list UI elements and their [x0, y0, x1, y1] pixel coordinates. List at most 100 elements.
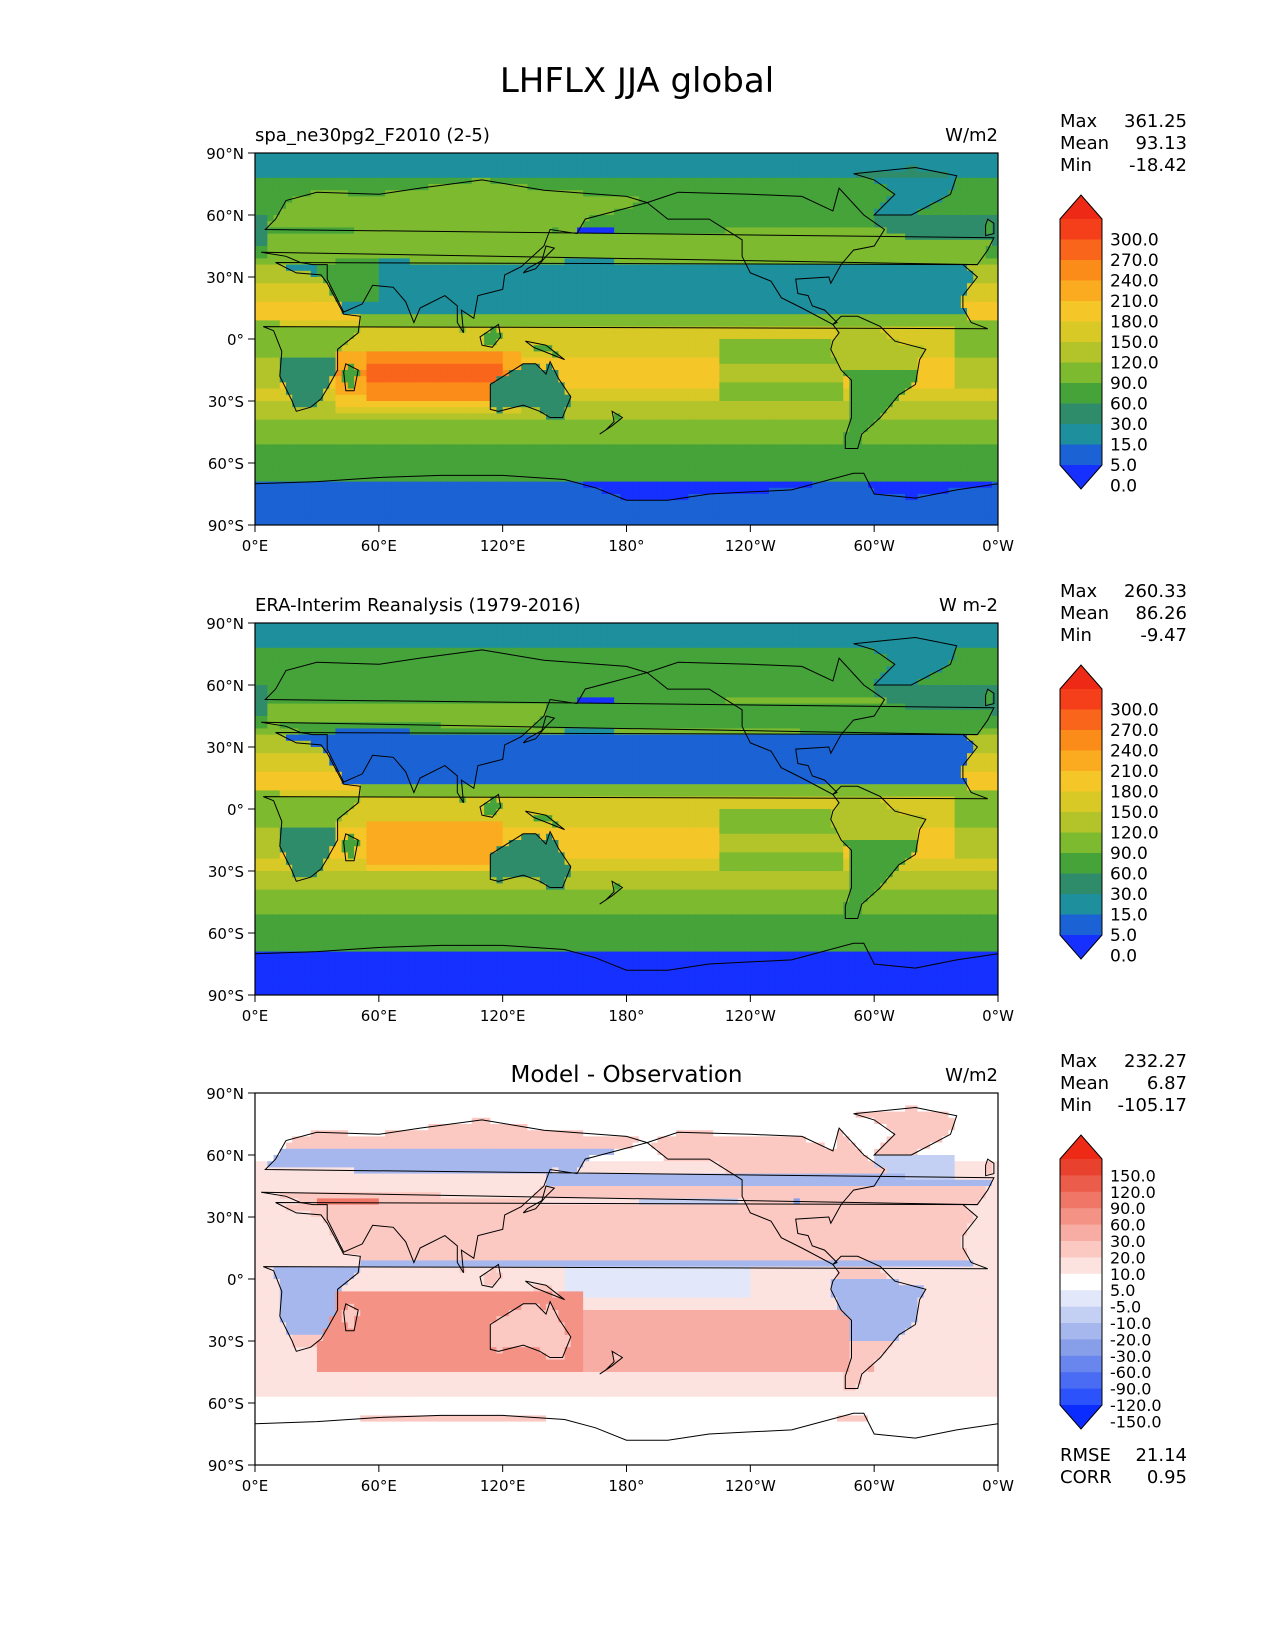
- colorbar-extend-max: [1060, 1135, 1102, 1159]
- coastline-n_america: [646, 657, 886, 796]
- colorbar-label: -10.0: [1110, 1314, 1151, 1333]
- colorbar-segment: [1060, 689, 1102, 710]
- units-label: W/m2: [945, 125, 998, 146]
- colorbar-extend-min: [1060, 1405, 1102, 1429]
- lon-tick-label: 0°E: [242, 537, 269, 555]
- colorbar-segment: [1060, 342, 1102, 363]
- lon-tick-label: 120°E: [480, 537, 526, 555]
- coastline-s_america: [830, 785, 927, 919]
- colorbar-segment: [1060, 873, 1102, 895]
- stat-label: Min: [1060, 155, 1092, 176]
- coastline-s_america: [830, 315, 927, 449]
- coastline-britain: [985, 1158, 995, 1177]
- coastline-n_america: [646, 1127, 886, 1266]
- stat-value: 6.87: [1147, 1073, 1187, 1094]
- stat-value: 260.33: [1124, 581, 1187, 602]
- coastline-borneo: [479, 793, 502, 818]
- colorbar-label: 90.0: [1110, 1199, 1146, 1218]
- coastline-antarctica: [255, 942, 998, 995]
- colorbar-segment: [1060, 709, 1102, 731]
- lat-tick-label: 0°: [227, 1271, 244, 1289]
- colorbar-label: 180.0: [1110, 313, 1159, 333]
- colorbar-label: 20.0: [1110, 1248, 1146, 1267]
- colorbar-label: 180.0: [1110, 783, 1159, 803]
- colorbar-label: 270.0: [1110, 251, 1159, 271]
- colorbar-label: -60.0: [1110, 1363, 1151, 1382]
- stat-value: -105.17: [1118, 1095, 1187, 1116]
- colorbar-segment: [1060, 362, 1102, 384]
- lat-tick-label: 60°N: [206, 677, 244, 695]
- colorbar-label: 300.0: [1110, 701, 1159, 721]
- coastline-new_guinea: [525, 340, 565, 361]
- colorbar-segment: [1060, 239, 1102, 261]
- colorbar-segment: [1060, 1306, 1102, 1324]
- colorbar-extend-max: [1060, 665, 1102, 689]
- coastline-new_zealand: [599, 1350, 624, 1375]
- colorbar-segment: [1060, 1339, 1102, 1357]
- lon-tick-label: 60°W: [853, 537, 895, 555]
- coastline-japan: [522, 1185, 556, 1214]
- stat-value: 86.26: [1135, 603, 1187, 624]
- colorbar-label: -20.0: [1110, 1330, 1151, 1349]
- colorbar-segment: [1060, 424, 1102, 445]
- coastline-n_america: [646, 187, 886, 326]
- colorbar-segment: [1060, 1355, 1102, 1373]
- colorbar: 150.0120.090.060.030.020.010.05.0-5.0-10…: [1059, 1134, 1162, 1431]
- colorbar-segment: [1060, 894, 1102, 915]
- lat-tick-label: 90°N: [206, 615, 244, 633]
- lat-tick-label: 0°: [227, 331, 244, 349]
- lat-tick-label: 90°N: [206, 1085, 244, 1103]
- units-label: W m-2: [939, 595, 998, 616]
- panel-subtitle: spa_ne30pg2_F2010 (2-5): [255, 125, 490, 146]
- lon-tick-label: 0°E: [242, 1007, 269, 1025]
- colorbar-label: 60.0: [1110, 395, 1148, 415]
- coastline-eurasia: [261, 179, 995, 334]
- colorbar-label: 15.0: [1110, 436, 1148, 456]
- lon-tick-label: 180°: [608, 1007, 644, 1025]
- colorbar-label: 30.0: [1110, 415, 1148, 435]
- lat-tick-label: 90°N: [206, 145, 244, 163]
- coastline-japan: [522, 715, 556, 744]
- lon-tick-label: 60°E: [361, 1477, 397, 1495]
- map-field: [255, 153, 998, 525]
- colorbar-segment: [1060, 1241, 1102, 1258]
- colorbar-segment: [1060, 321, 1102, 343]
- coastline-britain: [985, 218, 995, 237]
- colorbar-label: 150.0: [1110, 803, 1159, 823]
- panel-title: Model - Observation: [510, 1062, 742, 1088]
- colorbar-label: 300.0: [1110, 231, 1159, 251]
- stat-label: Mean: [1060, 133, 1109, 154]
- lon-tick-label: 60°W: [853, 1007, 895, 1025]
- coastline-australia: [489, 1300, 572, 1358]
- stat-value: 93.13: [1135, 133, 1187, 154]
- coastline-eurasia: [261, 649, 995, 804]
- colorbar-segment: [1060, 1175, 1102, 1193]
- coastline-new_zealand: [599, 880, 624, 905]
- colorbar-label: 0.0: [1110, 477, 1137, 497]
- coastline-borneo: [479, 323, 502, 348]
- coastline-greenland: [853, 1106, 958, 1156]
- lat-tick-label: 90°S: [208, 987, 244, 1005]
- colorbar-segment: [1060, 812, 1102, 833]
- colorbar-label: 60.0: [1110, 1216, 1146, 1235]
- lon-tick-label: 180°: [608, 1477, 644, 1495]
- coastline-antarctica: [255, 472, 998, 525]
- colorbar-segment: [1060, 1159, 1102, 1176]
- colorbar-label: 150.0: [1110, 1166, 1156, 1185]
- coastline-madagascar: [343, 1303, 359, 1332]
- colorbar-label: -120.0: [1110, 1396, 1162, 1415]
- colorbar: 300.0270.0240.0210.0180.0150.0120.090.06…: [1059, 194, 1159, 497]
- colorbar-extend-min: [1060, 465, 1102, 489]
- colorbar-segment: [1060, 444, 1102, 466]
- lon-tick-label: 120°W: [725, 537, 776, 555]
- coastline-britain: [985, 688, 995, 707]
- lat-tick-label: 60°N: [206, 1147, 244, 1165]
- lon-tick-label: 60°E: [361, 537, 397, 555]
- stat-label: Max: [1060, 1051, 1098, 1072]
- colorbar-segment: [1060, 791, 1102, 813]
- stat-label: Mean: [1060, 603, 1109, 624]
- map-field: [255, 623, 998, 995]
- stat-label: Min: [1060, 1095, 1092, 1116]
- lon-tick-label: 180°: [608, 537, 644, 555]
- coastline-madagascar: [343, 833, 359, 862]
